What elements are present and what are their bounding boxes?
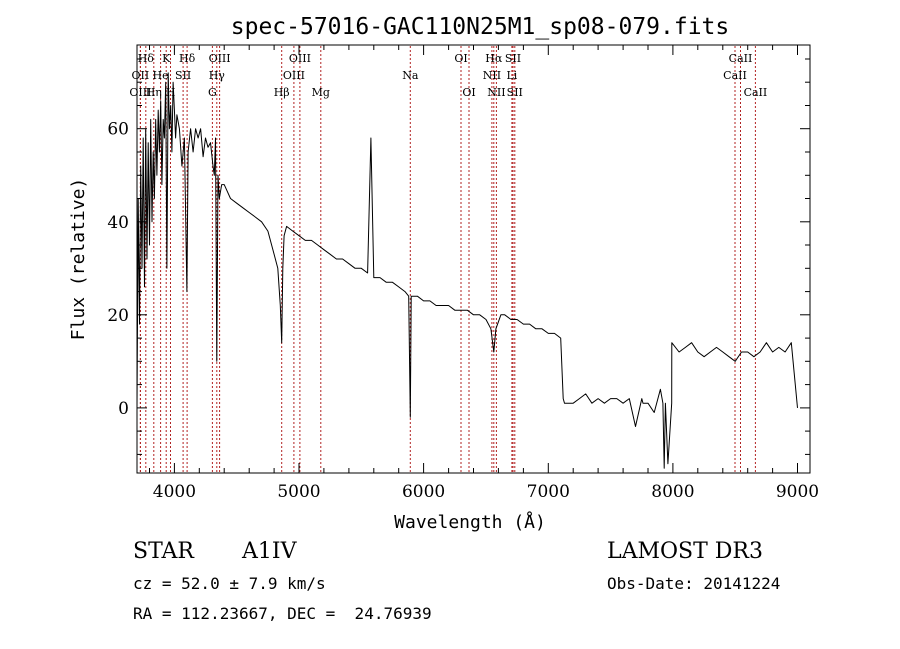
line-label-6: H — [166, 86, 176, 99]
x-axis: 4000 5000 6000 7000 8000 9000 — [149, 45, 819, 502]
chart-title: spec-57016-GAC110N25M1_sp08-079.fits — [231, 14, 730, 40]
line-label-0: Hδ — [138, 52, 155, 65]
line-label-14: OIII — [289, 52, 311, 65]
x-axis-label: Wavelength (Å) — [394, 511, 546, 533]
line-label-3: He — [153, 69, 169, 82]
subclass-label: A1IV — [242, 539, 297, 564]
line-label-20: NII — [483, 69, 501, 82]
spectral-line-markers — [139, 46, 756, 472]
line-label-12: Hβ — [274, 86, 290, 99]
line-label-23: Li — [506, 69, 517, 82]
line-label-8: Hδ — [179, 52, 196, 65]
plot-frame — [136, 44, 811, 474]
line-label-19: Hα — [485, 52, 503, 65]
line-label-2: OIII — [129, 86, 151, 99]
y-tick-label: 20 — [107, 306, 129, 326]
survey-label: LAMOST DR3 — [607, 539, 763, 564]
class-label: STAR — [133, 539, 194, 564]
x-tick-label: 9000 — [776, 482, 819, 502]
y-axis-label: Flux (relative) — [68, 178, 89, 341]
x-tick-label: 5000 — [277, 482, 320, 502]
line-label-17: OI — [454, 52, 467, 65]
line-label-7: SII — [175, 69, 191, 82]
y-tick-label: 0 — [118, 399, 129, 419]
y-tick-label: 60 — [107, 120, 129, 140]
line-label-9: OIII — [209, 52, 231, 65]
line-label-13: OIII — [283, 69, 305, 82]
line-label-24: SII — [507, 86, 523, 99]
line-label-4: Hη — [146, 86, 162, 99]
series-line-spectrum — [136, 72, 798, 469]
line-label-21: NII — [487, 86, 505, 99]
obs-date-line: Obs-Date: 20141224 — [607, 574, 781, 593]
line-label-10: Hγ — [209, 69, 226, 82]
y-axis: 0 20 40 60 — [107, 58, 810, 455]
line-label-15: Mg — [312, 86, 330, 99]
line-label-11: G — [208, 86, 217, 99]
x-tick-label: 7000 — [527, 482, 570, 502]
line-label-18: OI — [462, 86, 475, 99]
x-tick-label: 8000 — [651, 482, 694, 502]
line-label-22: SII — [505, 52, 521, 65]
line-label-26: CaII — [723, 69, 747, 82]
line-label-1: OII — [132, 69, 150, 82]
x-tick-label: 4000 — [153, 482, 196, 502]
coordinates-line: RA = 112.23667, DEC = 24.76939 — [133, 604, 432, 623]
x-tick-label: 6000 — [402, 482, 445, 502]
line-label-25: CaII — [729, 52, 753, 65]
spectrum-chart: spec-57016-GAC110N25M1_sp08-079.fits Hδ O… — [68, 14, 819, 533]
redshift-line: cz = 52.0 ± 7.9 km/s — [133, 574, 326, 593]
line-label-5: K — [162, 52, 171, 65]
y-tick-label: 40 — [107, 213, 129, 233]
series-layer — [136, 72, 798, 469]
line-label-16: Na — [402, 69, 419, 82]
line-label-27: CaII — [744, 86, 768, 99]
